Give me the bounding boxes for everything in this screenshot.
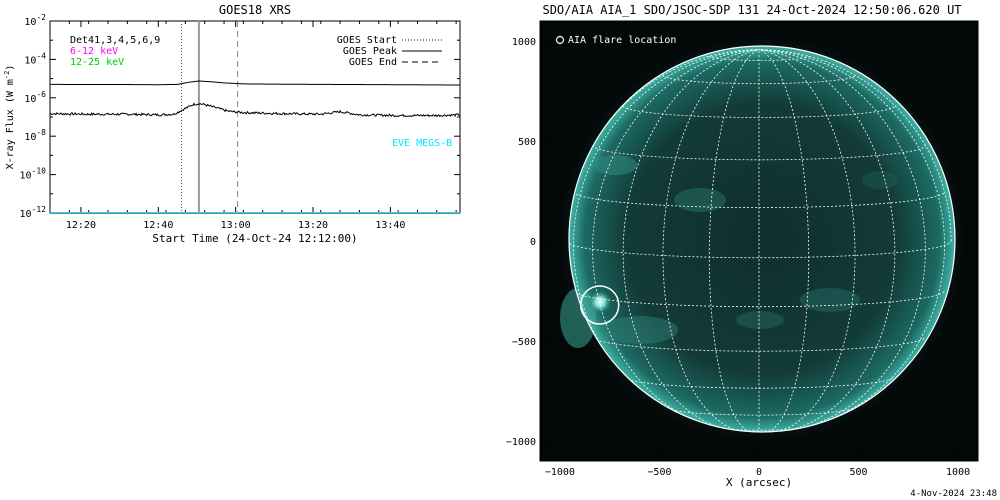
xrs-x-ticks: 12:20 12:40 13:00 13:20 13:40	[49, 21, 457, 231]
aia-grid-latitude	[663, 407, 855, 416]
aia-flare-brightening	[588, 290, 612, 314]
aia-x-tick-label-3: 500	[850, 467, 868, 478]
aia-grid-longitude	[758, 49, 896, 432]
aia-y-tick-label-2: 0	[530, 237, 536, 248]
xrs-y-tick-label-2: 10-6	[24, 90, 46, 105]
aia-x-tick-label-2: 0	[756, 467, 762, 478]
eve-megs-label: EVE MEGS-B	[392, 138, 452, 149]
xrs-ylabel: X-ray Flux (W m-2)	[3, 65, 16, 170]
aia-image	[540, 21, 978, 461]
channel-6-12-label: 6-12 keV	[70, 46, 118, 57]
aia-ticks: −1000 −500 0 500 1000 1000 500 0 −500 −1000	[506, 37, 970, 478]
aia-title: SDO/AIA AIA_1 SDO/JSOC-SDP 131 24-Oct-20…	[542, 3, 961, 17]
aia-grid-longitude	[708, 49, 760, 432]
xrs-x-tick-label-0: 12:20	[66, 220, 96, 231]
aia-grid-latitude	[569, 240, 952, 259]
xrs-title: GOES18 XRS	[219, 3, 291, 17]
aia-y-tick-label-4: −1000	[506, 437, 536, 448]
aia-grid-latitude	[573, 291, 945, 308]
xrs-y-tick-label-5: 10-12	[20, 205, 47, 220]
aia-y-tick-label-0: 1000	[512, 37, 536, 48]
detector-label: Det41,3,4,5,6,9	[70, 35, 160, 46]
flare-location-marker	[579, 285, 620, 325]
aia-x-tick-label-1: −500	[647, 467, 671, 478]
aia-grid-latitude	[708, 56, 810, 61]
aia-limb-outline	[568, 45, 956, 433]
xrs-y-tick-label-3: 10-8	[24, 128, 46, 143]
xrs-series-0	[50, 80, 460, 86]
xrs-y-ticks: 10-2 10-4 10-6 10-8 10-10 10-12	[20, 13, 460, 220]
aia-limb-loops	[560, 288, 596, 348]
aia-grid-longitude	[662, 49, 760, 432]
aia-grid-longitude	[758, 49, 926, 431]
aia-grid-longitude	[758, 49, 946, 422]
legend-goes-peak: GOES Peak	[343, 46, 397, 57]
aia-grid-longitude	[758, 49, 856, 432]
aia-grid-longitude	[758, 49, 810, 432]
xrs-y-tick-label-0: 10-2	[24, 13, 46, 28]
aia-y-tick-label-1: 500	[518, 137, 536, 148]
xrs-x-tick-label-3: 13:20	[298, 220, 328, 231]
aia-xlabel: X (arcsec)	[726, 476, 792, 489]
aia-grid-longitude	[592, 49, 760, 431]
xrs-plot-area	[50, 21, 460, 213]
xrs-x-tick-label-1: 12:40	[143, 220, 173, 231]
aia-y-tick-label-3: −500	[512, 337, 536, 348]
footer-timestamp: 4-Nov-2024 23:48	[910, 489, 997, 499]
legend-goes-start: GOES Start	[337, 35, 397, 46]
aia-x-tick-label-4: 1000	[946, 467, 970, 478]
aia-grid-longitude	[622, 49, 760, 432]
legend-flare-icon	[555, 35, 565, 45]
xrs-legend: GOES Start GOES Peak GOES End	[337, 35, 442, 68]
aia-sun-disk	[569, 46, 955, 432]
channel-12-25-label: 12-25 keV	[70, 57, 124, 68]
aia-x-tick-label-0: −1000	[545, 467, 575, 478]
xrs-series-1	[50, 102, 460, 118]
aia-grid-latitude	[592, 337, 926, 352]
xrs-y-tick-label-4: 10-10	[20, 167, 47, 182]
xrs-xlabel: Start Time (24-Oct-24 12:12:00)	[152, 232, 357, 245]
legend-flare-label: AIA flare location	[568, 35, 676, 46]
xrs-y-tick-label-1: 10-4	[24, 51, 46, 66]
aia-grid-latitude	[622, 105, 896, 118]
xrs-x-tick-label-4: 13:40	[375, 220, 405, 231]
aia-active-regions	[593, 155, 898, 344]
legend-goes-end: GOES End	[349, 57, 397, 68]
xrs-x-tick-label-2: 13:00	[221, 220, 251, 231]
